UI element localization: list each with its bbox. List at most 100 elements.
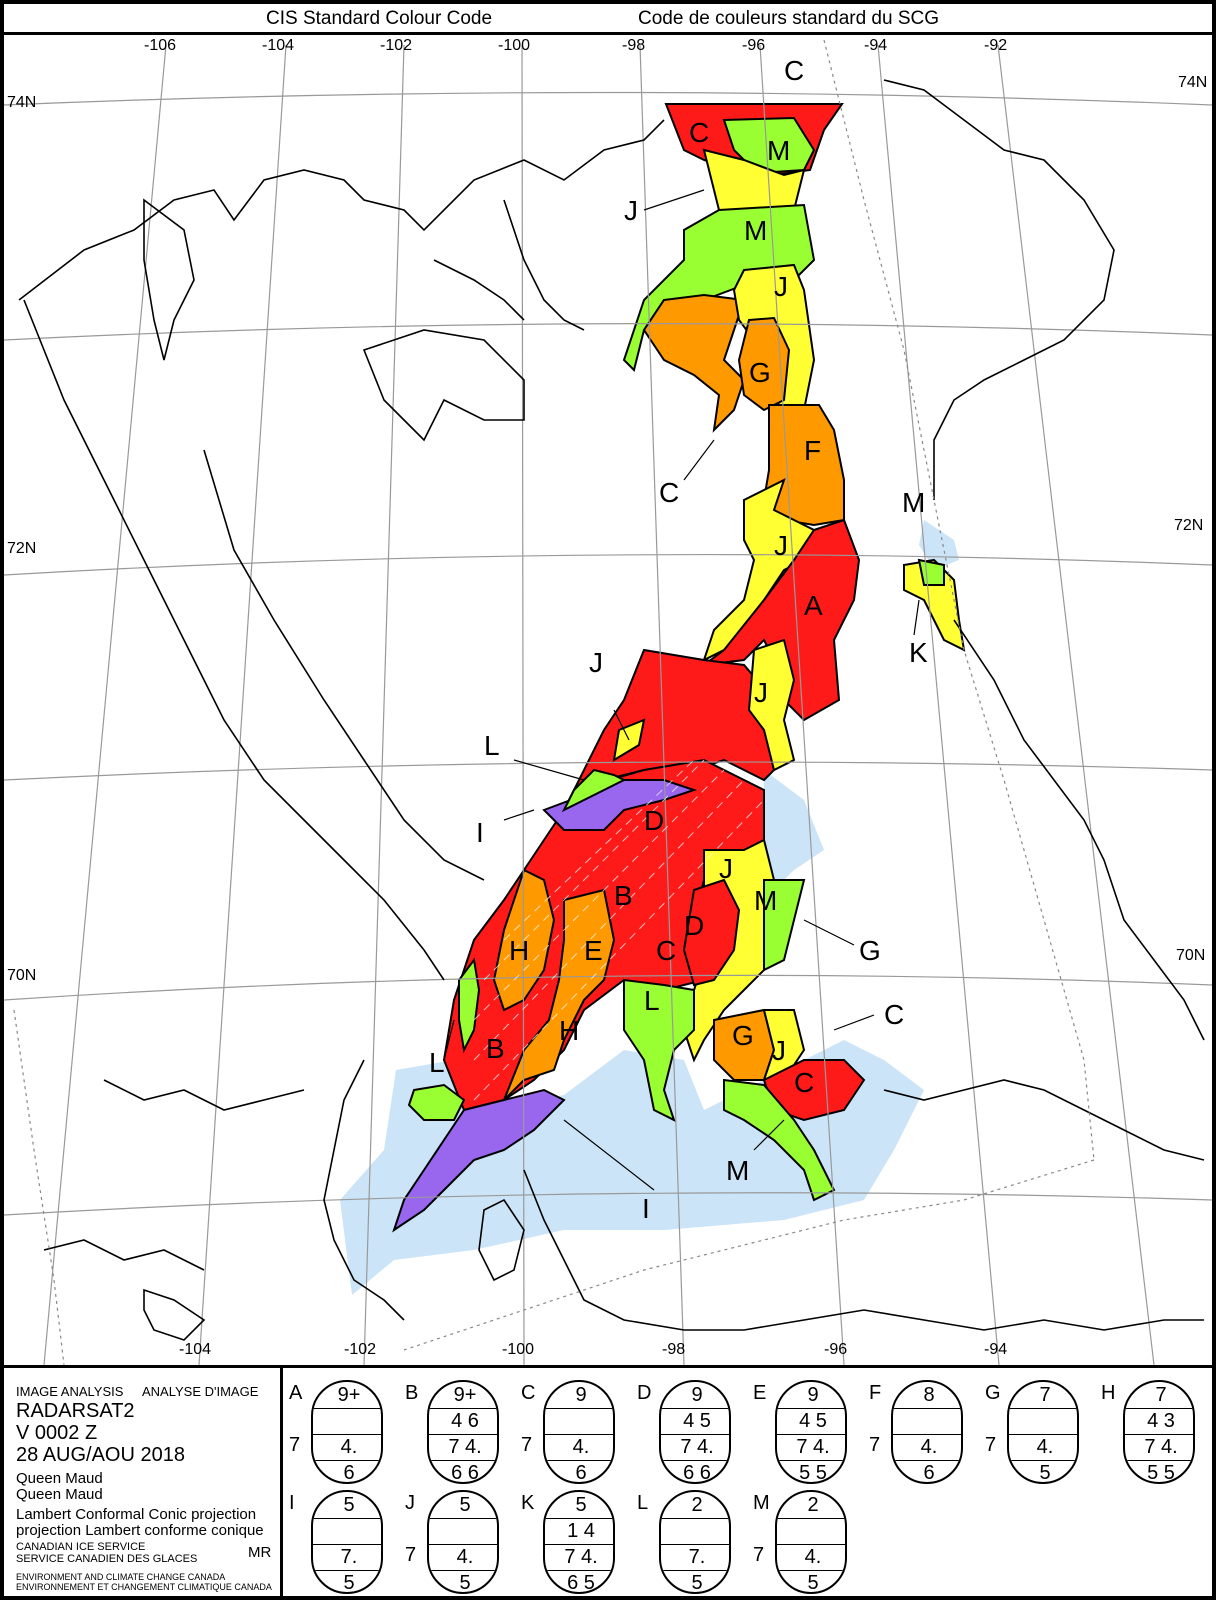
lon-label-top: -98: [622, 37, 646, 54]
egg-outline: 7 4. 5: [1007, 1380, 1079, 1484]
egg-partial-concentration: [545, 1408, 613, 1434]
region-label-m-north: M: [767, 135, 790, 166]
region-label-j-7: J: [772, 1035, 786, 1066]
egg-form: 6 6: [683, 1462, 711, 1484]
lat-label-right: 70N: [1176, 947, 1206, 964]
egg-label: E: [753, 1382, 767, 1404]
egg-partial-concentration: [661, 1518, 729, 1544]
info-projection-en: Lambert Conformal Conic projection: [16, 1506, 257, 1523]
info-version: V 0002 Z: [16, 1422, 98, 1444]
egg-divider: [429, 1544, 497, 1545]
lon-label-top: -100: [498, 37, 531, 54]
egg-label: J: [405, 1492, 415, 1514]
region-label-l-2: L: [644, 985, 660, 1016]
ice-map: C M C J M J G F C M J A K J J L D I J M …: [4, 35, 1212, 1368]
egg-form: 5: [1039, 1462, 1051, 1484]
egg-form: 6: [575, 1462, 587, 1484]
egg-label: H: [1101, 1382, 1116, 1404]
info-region-fr: Queen Maud: [16, 1486, 103, 1503]
zone-green-l1: [561, 768, 627, 813]
egg-total-concentration: 7: [1155, 1384, 1167, 1406]
egg-partial-concentration: [313, 1518, 381, 1544]
egg-divider: [893, 1460, 961, 1461]
egg-side-value: 7: [405, 1544, 417, 1566]
egg-total-concentration: 8: [923, 1384, 935, 1406]
region-label-f: F: [804, 435, 821, 466]
egg-divider: [661, 1434, 729, 1435]
egg-total-concentration: 9+: [337, 1384, 361, 1406]
egg-label: K: [521, 1492, 535, 1514]
graticule: [4, 44, 1212, 1365]
egg-form: 6 6: [451, 1462, 479, 1484]
egg-outline: 8 4. 6: [891, 1380, 963, 1484]
egg-outline: 9+ 4. 6: [311, 1380, 383, 1484]
egg-code: 9+ 4. 6: [311, 1380, 383, 1484]
egg-form: 5: [807, 1572, 819, 1594]
zone-orange-h2: [503, 888, 616, 1101]
egg-divider: [1009, 1434, 1077, 1435]
egg-form: 5: [691, 1572, 703, 1594]
egg-label: M: [753, 1492, 770, 1514]
egg-divider: [893, 1408, 961, 1409]
egg-partial-concentration: 4 3: [1147, 1410, 1175, 1432]
egg-form: 6: [343, 1462, 355, 1484]
ship-track: [13, 39, 1095, 1365]
lon-label-top: -94: [864, 37, 888, 54]
egg-code: 5 1 4 7 4. 6 5: [543, 1490, 615, 1594]
hatch-lines: [473, 759, 765, 1101]
image-analysis-info: IMAGE ANALYSIS ANALYSE D'IMAGE RADARSAT2…: [4, 1368, 283, 1596]
egg-divider: [313, 1518, 381, 1519]
egg-divider: [313, 1544, 381, 1545]
egg-divider: [661, 1570, 729, 1571]
region-label-j-north: J: [624, 195, 638, 226]
region-label-g-2: G: [859, 935, 881, 966]
egg-partial-concentration: 4 5: [799, 1410, 827, 1432]
open-water-area-2: [764, 770, 824, 900]
egg-total-concentration: 7: [1039, 1384, 1051, 1406]
egg-code: 7 4. 5: [1007, 1380, 1079, 1484]
egg-label: A: [289, 1382, 303, 1404]
info-analyst: MR: [248, 1544, 272, 1561]
egg-code: 2 7. 5: [659, 1490, 731, 1594]
egg-partial-concentration: 1 4: [567, 1520, 595, 1542]
egg-code: 7 4 3 7 4. 5 5: [1123, 1380, 1195, 1484]
egg-label: D: [637, 1382, 652, 1404]
info-agency-en: CANADIAN ICE SERVICE: [16, 1541, 146, 1553]
header-title-en: CIS Standard Colour Code: [266, 8, 493, 29]
coastlines: [18, 79, 1205, 1341]
zone-green-l3: [407, 1083, 466, 1121]
lon-label-top: -96: [742, 37, 766, 54]
egg-code: 2 4. 5: [775, 1490, 847, 1594]
egg-form: 5: [343, 1572, 355, 1594]
egg-divider: [777, 1460, 845, 1461]
region-label-b-1: B: [614, 880, 633, 911]
egg-divider: [313, 1434, 381, 1435]
egg-partial-concentration: [1009, 1408, 1077, 1434]
egg-stage: 7 4.: [448, 1436, 482, 1458]
egg-divider: [545, 1544, 613, 1545]
egg-divider: [313, 1570, 381, 1571]
egg-divider: [661, 1518, 729, 1519]
egg-code: 5 7. 5: [311, 1490, 383, 1594]
egg-total-concentration: 5: [343, 1494, 355, 1516]
egg-divider: [545, 1518, 613, 1519]
egg-label: B: [405, 1382, 419, 1404]
lat-label-left: 70N: [7, 967, 37, 984]
egg-stage: 7.: [688, 1546, 706, 1568]
lon-label-top: -92: [984, 37, 1008, 54]
lon-label-bottom: -100: [502, 1341, 535, 1358]
egg-outline: 5 1 4 7 4. 6 5: [543, 1490, 615, 1594]
egg-divider: [429, 1408, 497, 1409]
lon-label-top: -102: [380, 37, 413, 54]
info-department-en: ENVIRONMENT AND CLIMATE CHANGE CANADA: [16, 1572, 226, 1582]
egg-form: 6 5: [567, 1572, 595, 1594]
egg-label: C: [521, 1382, 536, 1404]
header-title-fr: Code de couleurs standard du SCG: [638, 8, 940, 29]
egg-divider: [1009, 1408, 1077, 1409]
region-label-m-3: M: [754, 885, 777, 916]
egg-divider: [777, 1408, 845, 1409]
egg-divider: [1125, 1434, 1193, 1435]
egg-partial-concentration: [429, 1518, 497, 1544]
egg-outline: 5 7. 5: [311, 1490, 383, 1594]
egg-divider: [545, 1460, 613, 1461]
